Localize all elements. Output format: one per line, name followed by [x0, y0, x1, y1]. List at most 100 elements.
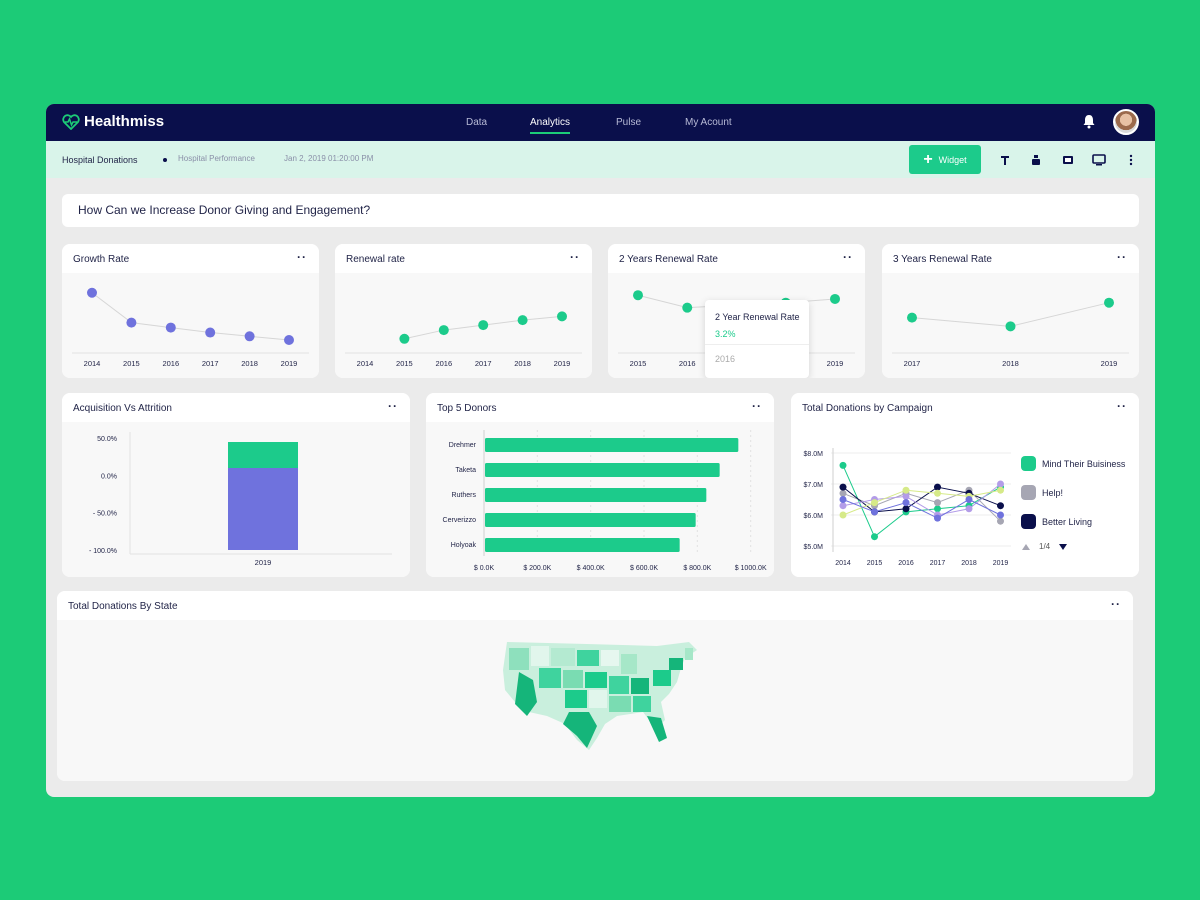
x-tick-label: 2016	[162, 359, 179, 368]
card-menu-icon[interactable]: ··	[1111, 597, 1121, 611]
x-tick-label: 2017	[475, 359, 492, 368]
data-point	[1005, 321, 1016, 332]
card-title: Renewal rate	[346, 254, 405, 265]
card-menu-icon[interactable]: ··	[570, 250, 580, 264]
card-menu-icon[interactable]: ··	[843, 250, 853, 264]
legend-label: Mind Their Buisiness	[1042, 458, 1126, 469]
state-region	[601, 650, 619, 666]
question-banner[interactable]: How Can we Increase Donor Giving and Eng…	[62, 194, 1139, 227]
series-line	[842, 483, 1001, 516]
state-region	[539, 668, 561, 688]
pager-down-icon[interactable]	[1058, 543, 1068, 551]
x-tick-label: 2015	[396, 359, 413, 368]
data-point	[244, 331, 255, 342]
y-tick-label: 0.0%	[101, 473, 117, 480]
legend-item[interactable]: Help!	[1021, 478, 1125, 507]
card-body	[57, 620, 1133, 781]
data-point	[934, 499, 941, 507]
x-tick-label: 2018	[514, 359, 531, 368]
export-tool-icon[interactable]	[1029, 153, 1043, 167]
add-widget-button[interactable]: + Widget	[909, 145, 981, 174]
breadcrumb-title: Hospital Donations	[62, 155, 138, 165]
legend-swatch	[1021, 456, 1036, 471]
card-menu-icon[interactable]: ··	[388, 399, 398, 413]
x-tick-label: 2016	[435, 359, 452, 368]
state-region	[515, 672, 537, 716]
card-title: Total Donations by Campaign	[802, 403, 933, 414]
data-point	[399, 333, 410, 344]
tooltip-year: 2016	[715, 354, 736, 364]
state-region	[609, 676, 629, 694]
data-point	[997, 502, 1004, 510]
nav-item-my-account[interactable]: My Acount	[685, 117, 732, 128]
acquisition-attrition-chart: 50.0% 0.0% - 50.0% - 100.0% 2019	[89, 432, 392, 567]
x-tick-label: $ 800.0K	[683, 565, 711, 572]
legend-item[interactable]: Better Living	[1021, 507, 1125, 536]
x-tick-label: 2017	[930, 560, 946, 567]
pager-label: 1/4	[1039, 542, 1051, 551]
data-point	[871, 533, 878, 541]
legend-item[interactable]: Mind Their Buisiness	[1021, 449, 1125, 478]
x-tick-label: 2017	[904, 359, 921, 368]
growth-rate-chart: 2014 2015 2016 2017 2018 2019	[72, 287, 309, 368]
state-region	[565, 690, 587, 708]
x-tick-label: 2015	[123, 359, 140, 368]
user-avatar[interactable]	[1113, 109, 1139, 135]
pager-up-icon[interactable]	[1021, 543, 1031, 551]
campaign-legend: Mind Their Buisiness Help! Better Living…	[1021, 449, 1125, 551]
state-region	[653, 670, 671, 686]
x-tick-label: 2015	[630, 359, 647, 368]
image-tool-icon[interactable]	[1061, 153, 1075, 167]
two-year-renewal-card: 2 Years Renewal Rate ·· 2015201620172018…	[608, 244, 865, 378]
bell-icon[interactable]	[1082, 114, 1096, 129]
data-point	[557, 311, 567, 322]
x-tick-label: 2019	[554, 359, 571, 368]
main-nav: Data Analytics Pulse My Acount	[46, 104, 1155, 141]
bar-attrition	[228, 468, 298, 550]
plus-icon: +	[923, 150, 933, 168]
more-options-icon[interactable]	[1124, 153, 1138, 167]
card-header: 3 Years Renewal Rate ··	[882, 244, 1139, 273]
series-line	[842, 489, 1001, 516]
card-menu-icon[interactable]: ··	[752, 399, 762, 413]
x-tick-label: 2019	[255, 558, 272, 567]
state-region	[685, 648, 693, 660]
data-point	[87, 287, 97, 298]
bar	[485, 538, 680, 552]
series-line	[842, 498, 1001, 519]
x-tick-label: 2015	[867, 560, 883, 567]
y-tick-label: $7.0M	[804, 482, 824, 489]
data-point	[934, 489, 941, 497]
y-tick-label: 50.0%	[97, 436, 117, 443]
renewal-rate-chart: 2014 2015 2016 2017 2018 2019	[345, 311, 582, 368]
data-point	[902, 486, 910, 494]
state-region	[609, 696, 631, 712]
data-point	[839, 496, 847, 503]
nav-item-analytics[interactable]: Analytics	[530, 117, 571, 134]
card-menu-icon[interactable]: ··	[1117, 399, 1127, 413]
heart-pulse-icon	[62, 113, 80, 130]
data-point	[871, 499, 878, 507]
us-states-map[interactable]	[57, 620, 1133, 781]
card-menu-icon[interactable]: ··	[297, 250, 307, 264]
nav-item-data[interactable]: Data	[466, 117, 488, 128]
data-point	[682, 302, 693, 313]
data-point	[997, 480, 1004, 488]
breadcrumb-subtitle[interactable]: Hospital Performance	[178, 154, 255, 163]
data-point	[839, 502, 847, 510]
x-tick-label: 2018	[961, 560, 977, 567]
y-tick-label: Holyoak	[451, 542, 477, 549]
card-header: Renewal rate ··	[335, 244, 592, 273]
y-tick-label: Drehmer	[449, 442, 477, 449]
text-tool-icon[interactable]	[998, 153, 1012, 167]
app-logo[interactable]: Healthmiss	[62, 113, 164, 130]
state-region	[551, 648, 575, 666]
nav-item-pulse[interactable]: Pulse	[616, 117, 642, 128]
state-region	[577, 650, 599, 666]
legend-label: Help!	[1042, 487, 1064, 498]
data-point	[830, 293, 840, 304]
card-menu-icon[interactable]: ··	[1117, 250, 1127, 264]
monitor-icon[interactable]	[1092, 153, 1106, 167]
data-point	[839, 511, 847, 519]
state-region	[563, 670, 583, 688]
